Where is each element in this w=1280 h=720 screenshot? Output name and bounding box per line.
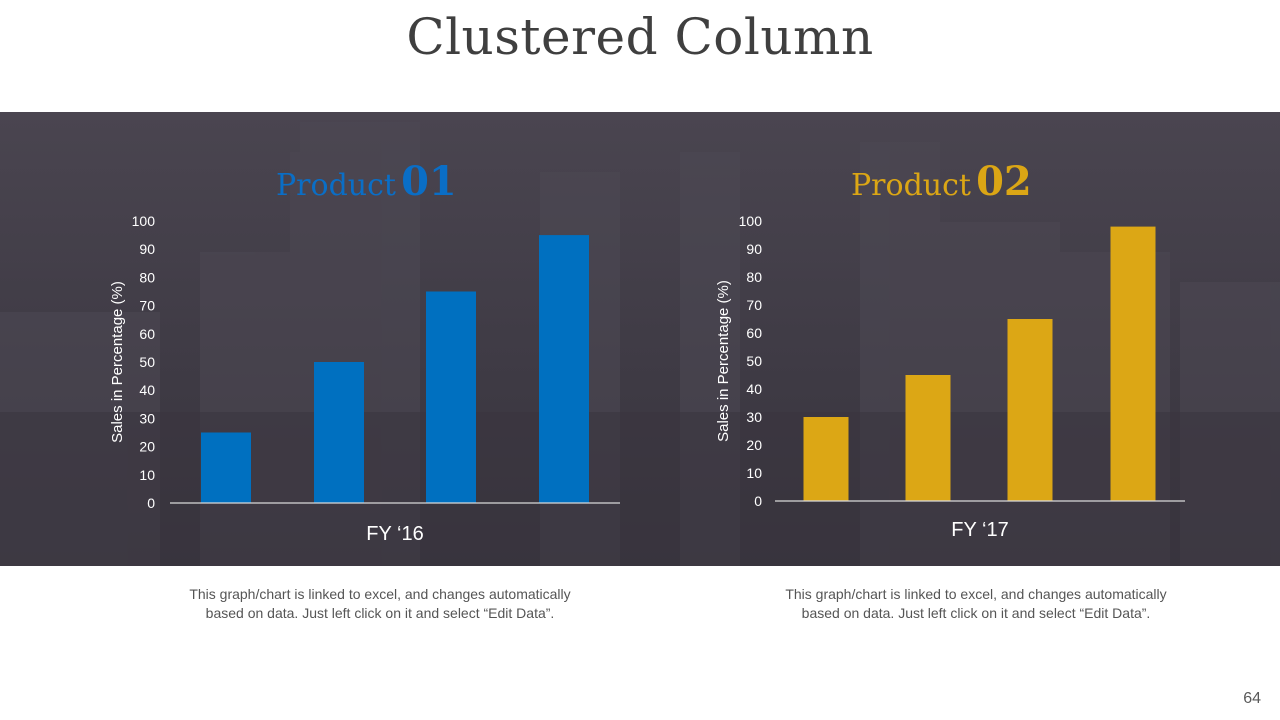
- chart2-bar-1: [803, 417, 849, 501]
- chart1-y-axis-label: Sales in Percentage (%): [109, 281, 126, 443]
- chart1-x-axis-label: FY ‘16: [366, 523, 423, 545]
- chart2-y-tick-label: 100: [739, 213, 763, 229]
- chart1-y-tick-label: 50: [139, 354, 155, 370]
- chart1-title: Product 01: [276, 158, 457, 205]
- page-number: 64: [1243, 690, 1261, 707]
- chart2-bar-4: [1110, 226, 1156, 501]
- chart2-caption-line1: This graph/chart is linked to excel, and…: [785, 586, 1167, 602]
- chart2-y-tick-label: 70: [746, 297, 762, 313]
- chart1-caption-line1: This graph/chart is linked to excel, and…: [189, 586, 571, 602]
- chart2-caption: This graph/chart is linked to excel, and…: [746, 585, 1206, 623]
- chart2-y-tick-label: 90: [746, 241, 762, 257]
- chart1-y-tick-label: 70: [139, 298, 155, 314]
- chart1-y-tick-label: 30: [139, 410, 155, 426]
- chart2-y-tick-label: 40: [746, 381, 762, 397]
- chart1-y-tick-label: 40: [139, 382, 155, 398]
- slide-title: Clustered Column: [406, 8, 874, 66]
- chart1-bar-2: [314, 362, 364, 503]
- chart2-bar-2: [905, 375, 951, 501]
- chart2-y-tick-label: 80: [746, 269, 762, 285]
- chart1-title-number: 01: [401, 158, 457, 205]
- chart2-title-number: 02: [976, 158, 1032, 205]
- chart2-y-tick-label: 30: [746, 409, 762, 425]
- chart1-bar-3: [426, 291, 476, 503]
- chart1-bar-1: [201, 432, 251, 503]
- chart1-y-tick-label: 10: [139, 467, 155, 483]
- chart2-x-axis-label: FY ‘17: [951, 519, 1008, 541]
- chart1-title-word: Product: [276, 168, 396, 203]
- chart2-y-tick-label: 10: [746, 465, 762, 481]
- chart1-y-tick-label: 100: [132, 213, 156, 229]
- chart1-y-tick-label: 80: [139, 269, 155, 285]
- chart2-y-tick-label: 20: [746, 437, 762, 453]
- chart2-y-tick-label: 0: [754, 493, 762, 509]
- chart1-caption-line2: based on data. Just left click on it and…: [205, 605, 555, 621]
- chart2-bar-3: [1007, 319, 1053, 501]
- chart2-y-tick-label: 50: [746, 353, 762, 369]
- chart1-y-tick-label: 20: [139, 439, 155, 455]
- chart2-caption-line2: based on data. Just left click on it and…: [801, 605, 1151, 621]
- chart1-y-tick-label: 0: [147, 495, 155, 511]
- chart-panel: 0 10 20 30 40 50 60 70 80 90 100 FY ‘16 Sales in Per…: [0, 112, 1280, 566]
- chart2-y-tick-label: 60: [746, 325, 762, 341]
- chart1-caption: This graph/chart is linked to excel, and…: [150, 585, 610, 623]
- chart2-title-word: Product: [851, 168, 971, 203]
- chart2-y-axis-label: Sales in Percentage (%): [715, 280, 732, 442]
- chart1-y-tick-label: 60: [139, 326, 155, 342]
- chart2-title: Product 02: [851, 158, 1032, 205]
- chart1-y-tick-label: 90: [139, 241, 155, 257]
- chart1-bar-4: [539, 235, 589, 503]
